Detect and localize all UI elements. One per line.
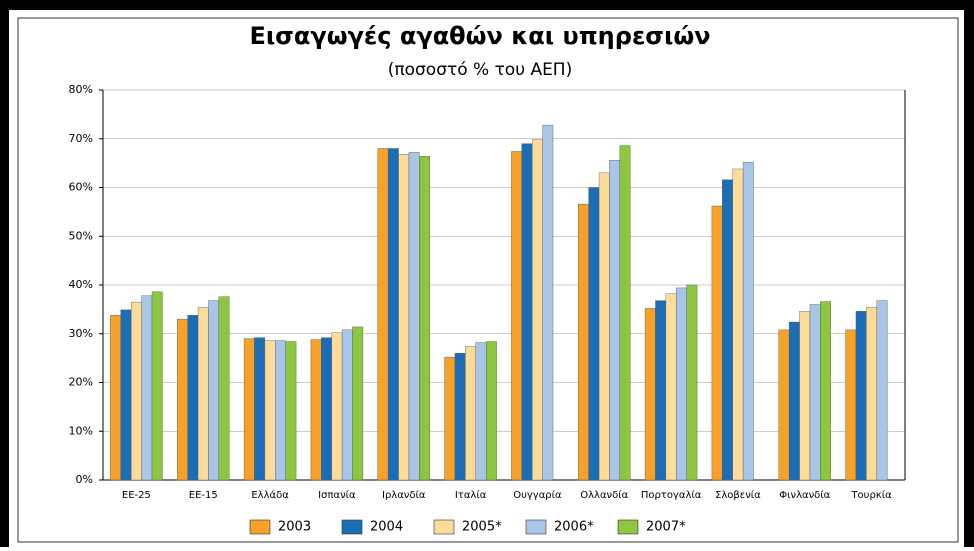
x-tick-label: ΕΕ-15 — [189, 490, 218, 501]
bar — [588, 187, 600, 481]
x-tick-label: Φινλανδία — [779, 489, 830, 501]
legend-swatch — [249, 519, 271, 535]
bar — [609, 159, 621, 481]
y-tick-label: 40% — [69, 278, 93, 291]
bar — [644, 308, 656, 481]
x-tick-label: Ολλανδία — [580, 489, 628, 501]
x-tick-label: ΕΕ-25 — [122, 490, 151, 501]
bar — [475, 342, 487, 481]
y-tick-label: 20% — [69, 376, 93, 389]
bar — [254, 337, 266, 481]
bar — [778, 329, 790, 481]
bar — [532, 139, 543, 481]
x-tick-label: Ουγγαρία — [513, 489, 562, 501]
bar — [141, 295, 153, 481]
bar — [521, 143, 533, 481]
bar — [619, 145, 631, 481]
bar — [387, 148, 399, 481]
bar — [732, 168, 744, 481]
x-tick-label: Ιρλανδία — [382, 489, 426, 501]
bar — [264, 340, 276, 481]
bar — [398, 154, 410, 481]
bar — [876, 300, 888, 481]
bar — [321, 337, 332, 481]
bar — [187, 315, 199, 481]
bar — [655, 300, 667, 481]
legend-label: 2004 — [370, 520, 403, 535]
y-tick-label: 70% — [69, 132, 93, 145]
legend-swatch — [433, 519, 455, 535]
bar — [275, 340, 286, 481]
bar — [444, 356, 456, 481]
y-tick-label: 30% — [69, 327, 93, 340]
bar — [788, 321, 800, 481]
x-tick-label: Ισπανία — [318, 489, 356, 501]
bar — [243, 338, 255, 481]
x-tick-label: Ελλάδα — [251, 489, 289, 501]
legend-label: 2007* — [646, 520, 686, 535]
y-tick-label: 0% — [76, 473, 93, 486]
bar — [341, 329, 353, 481]
bar — [408, 152, 420, 481]
bar — [676, 287, 687, 481]
bar — [866, 307, 877, 481]
legend-swatch — [525, 519, 547, 535]
bar — [131, 301, 142, 481]
x-tick-label: Πορτογαλία — [641, 489, 702, 501]
frame-left — [0, 0, 9, 547]
bar — [110, 315, 122, 481]
bar — [218, 296, 230, 481]
bar — [377, 148, 389, 481]
bar — [197, 307, 209, 481]
y-tick-label: 60% — [69, 181, 93, 194]
legend-swatch — [341, 519, 363, 535]
bar — [511, 151, 523, 481]
bar — [542, 124, 554, 481]
y-tick-label: 50% — [69, 229, 93, 242]
bar — [285, 341, 297, 481]
x-tick-label: Ιταλία — [455, 489, 487, 501]
x-tick-label: Τουρκία — [850, 489, 892, 501]
bar — [820, 301, 831, 481]
chart-title: Εισαγωγές αγαθών και υπηρεσιών — [249, 22, 710, 50]
y-tick-label: 80% — [69, 83, 93, 96]
bar — [485, 341, 497, 481]
frame-top — [0, 0, 974, 10]
legend-label: 2003 — [278, 520, 311, 535]
bar — [352, 326, 364, 481]
bar — [855, 311, 867, 481]
bar — [310, 339, 322, 481]
bar — [598, 172, 610, 481]
bar — [120, 309, 132, 481]
x-tick-label: Σλοβενία — [715, 489, 761, 501]
bar — [722, 179, 733, 481]
legend-label: 2006* — [554, 520, 594, 535]
chart-subtitle: (ποσοστό % του ΑΕΠ) — [388, 60, 572, 80]
bar — [665, 293, 677, 481]
legend-label: 2005* — [462, 520, 502, 535]
y-tick-label: 10% — [69, 424, 93, 437]
bar — [419, 156, 430, 481]
legend-swatch — [617, 519, 639, 535]
bar — [331, 332, 343, 481]
bar — [711, 205, 723, 481]
bar — [177, 318, 188, 481]
frame-right — [964, 0, 974, 547]
bar — [465, 346, 476, 481]
bar — [208, 300, 220, 481]
bar — [799, 311, 811, 481]
bar — [151, 291, 163, 481]
bar — [578, 203, 589, 481]
bar — [845, 329, 857, 481]
bar — [809, 304, 821, 481]
bar — [742, 161, 754, 481]
bar — [454, 353, 466, 481]
bar — [686, 284, 698, 481]
